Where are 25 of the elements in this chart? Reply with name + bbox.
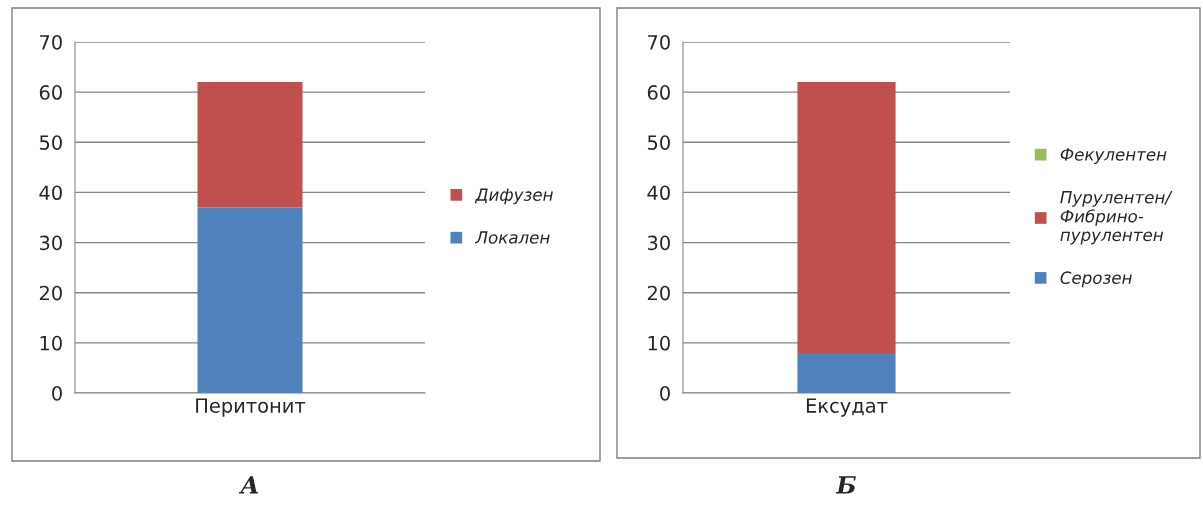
y-tick-label: 0 [52, 385, 62, 401]
y-tick-label: 30 [39, 235, 62, 251]
y-tick-label: 10 [648, 335, 670, 351]
y-tick-label: 20 [39, 285, 62, 301]
y-tick-label: 50 [647, 135, 670, 150]
y-tick-label: 10 [40, 335, 62, 351]
y-tick-label: 20 [647, 285, 670, 301]
y-tick-label: 70 [648, 34, 670, 50]
legend-label: Фекулентен [1060, 148, 1167, 164]
legend-label: Дифузен [474, 188, 553, 205]
y-tick-label: 40 [39, 185, 62, 201]
y-tick-label: 0 [660, 385, 670, 401]
y-tick-label: 60 [647, 85, 670, 100]
y-tick-label: 50 [39, 135, 62, 150]
legend-label: Локален [475, 231, 550, 244]
text: Б [835, 476, 856, 494]
legend-label: Пурулентен/ Фибрино- пурулентен [1060, 191, 1173, 245]
text: А [238, 476, 258, 494]
legend-label: Серозен [1060, 271, 1132, 288]
x-tick-label: Ексудат [806, 398, 888, 417]
y-tick-label: 60 [39, 85, 62, 100]
y-tick-label: 70 [40, 34, 62, 50]
x-tick-label: Перитонит [196, 398, 306, 417]
y-tick-label: 40 [647, 185, 670, 201]
y-tick-label: 30 [647, 235, 670, 251]
